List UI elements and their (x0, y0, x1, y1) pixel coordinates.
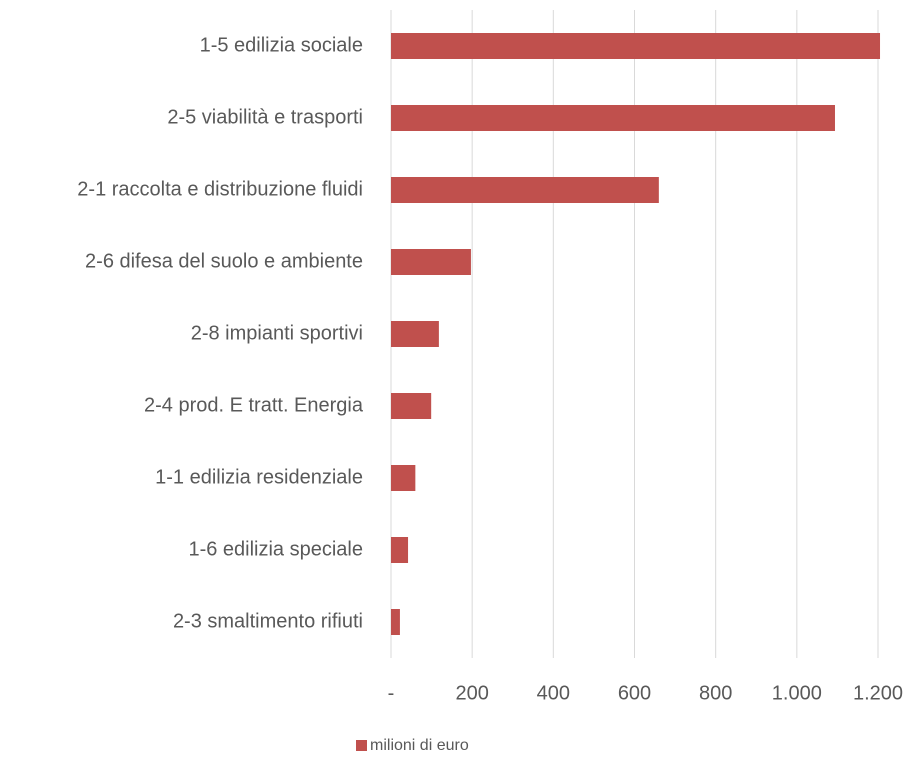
bar (391, 537, 409, 563)
x-tick-label: 400 (537, 682, 570, 704)
x-tick-label: - (388, 682, 395, 704)
y-tick-label: 2-4 prod. E tratt. Energia (144, 394, 364, 416)
bar (391, 105, 835, 131)
legend-label: milioni di euro (370, 737, 469, 754)
y-tick-label: 2-1 raccolta e distribuzione fluidi (77, 178, 363, 200)
y-tick-label: 1-5 edilizia sociale (200, 34, 363, 56)
bar (391, 249, 471, 275)
bar (391, 609, 400, 635)
bar (391, 465, 416, 491)
x-tick-label: 1.200 (853, 682, 903, 704)
x-tick-label: 1.000 (772, 682, 822, 704)
y-tick-label: 2-6 difesa del suolo e ambiente (85, 250, 363, 272)
bar (391, 33, 881, 59)
bar (391, 177, 659, 203)
x-tick-label: 600 (618, 682, 651, 704)
y-tick-label: 1-1 edilizia residenziale (155, 466, 363, 488)
bar (391, 321, 439, 347)
y-tick-label: 2-8 impianti sportivi (191, 322, 363, 344)
y-tick-label: 2-5 viabilità e trasporti (167, 106, 363, 128)
bar (391, 393, 432, 419)
x-tick-label: 800 (699, 682, 732, 704)
y-tick-label: 2-3 smaltimento rifiuti (173, 610, 363, 632)
legend-swatch (356, 740, 367, 751)
x-tick-label: 200 (455, 682, 488, 704)
y-tick-label: 1-6 edilizia speciale (188, 538, 363, 560)
